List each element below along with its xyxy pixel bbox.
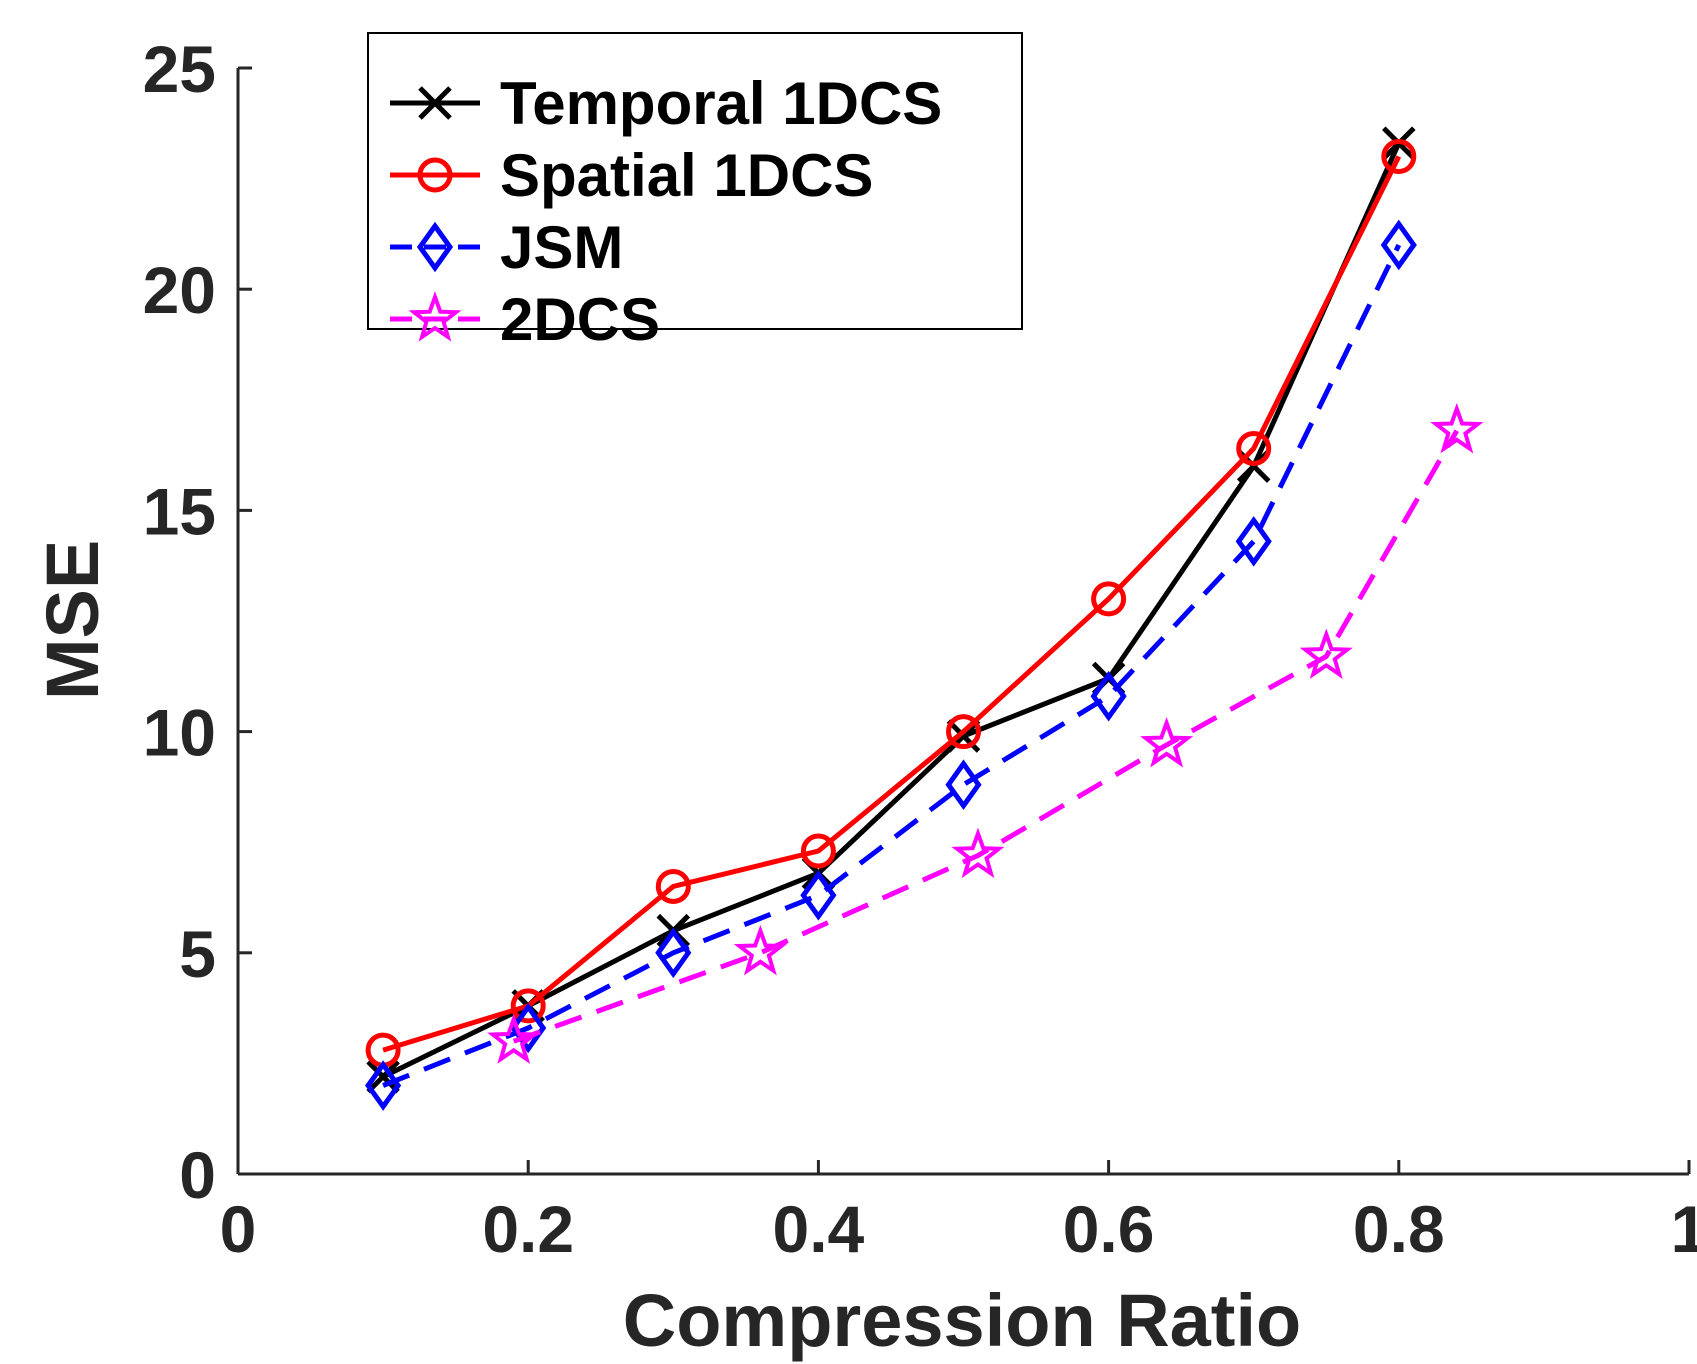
data-point-jsm [510,1002,547,1054]
data-point-jsm [1235,516,1272,567]
x-axis-title: Compression Ratio [623,1279,1301,1362]
legend-entry-spatial-1dcs: Spatial 1DCS [390,142,873,209]
data-point-spatial-1dcs [946,714,981,750]
x-tick-label: 0 [220,1192,257,1266]
series-line-spatial-1dcs [382,155,1402,1053]
data-point-2dcs [1299,628,1353,680]
data-point-jsm [800,869,837,921]
legend-entry-jsm: JSM [390,214,623,281]
plot-series [365,126,1484,1111]
y-tick-label: 10 [143,696,216,770]
data-point-2dcs [1140,717,1194,768]
data-point-spatial-1dcs [1236,430,1272,466]
data-point-spatial-1dcs [1381,138,1417,174]
legend-entry-2dcs: 2DCS [390,286,660,353]
series-2dcs [487,402,1484,1064]
x-tick-label: 0.6 [1063,1192,1155,1266]
series-line-temporal-1dcs [382,142,1402,1079]
data-point-temporal-1dcs [366,1059,400,1094]
data-point-2dcs [733,924,787,976]
legend-label-spatial-1dcs: Spatial 1DCS [500,142,873,209]
y-tick-label: 20 [143,253,216,327]
data-point-spatial-1dcs [655,868,691,904]
y-tick-label: 5 [179,917,216,991]
data-point-jsm [1090,670,1127,722]
x-tick-label: 1 [1671,1192,1697,1266]
y-axis-title: MSE [31,540,114,700]
legend-label-temporal-1dcs: Temporal 1DCS [500,70,942,137]
series-line-jsm [382,243,1402,1088]
x-tick-label: 0.4 [773,1192,865,1266]
data-point-2dcs [487,1013,541,1064]
legend-box [367,32,1023,330]
data-point-jsm [1380,219,1417,271]
data-point-spatial-1dcs [800,833,836,869]
data-point-jsm [365,1060,402,1111]
y-tick-label: 0 [179,1138,216,1212]
series-jsm [365,219,1417,1111]
legend-marker-temporal-1dcs [418,86,452,120]
data-point-spatial-1dcs [510,988,546,1024]
legend-entry-temporal-1dcs: Temporal 1DCS [390,70,942,137]
data-point-temporal-1dcs [946,719,981,753]
series-line-2dcs [512,429,1459,1044]
data-point-jsm [945,759,982,810]
series-spatial-1dcs [365,138,1417,1068]
x-tick-label: 0.2 [482,1192,574,1266]
legend-label-jsm: JSM [500,214,623,281]
x-tick-label: 0.8 [1353,1192,1445,1266]
legend-marker-jsm [416,221,454,273]
data-point-spatial-1dcs [1091,581,1127,617]
data-point-jsm [655,927,692,979]
legend-label-2dcs: 2DCS [500,286,660,353]
data-point-2dcs [951,827,1005,879]
y-tick-label: 15 [143,474,216,548]
data-point-2dcs [1430,402,1484,454]
legend-marker-2dcs [408,291,462,342]
legend-marker-spatial-1dcs [417,157,453,193]
y-tick-label: 25 [143,32,216,106]
